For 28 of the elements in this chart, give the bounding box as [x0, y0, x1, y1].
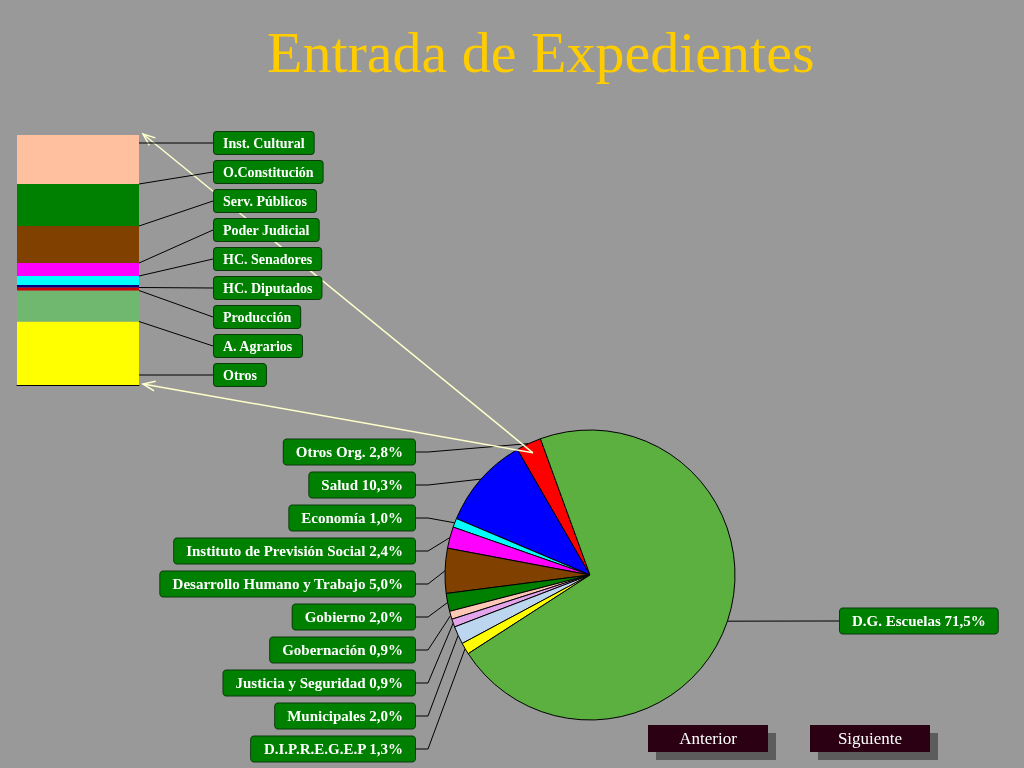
- bar: [17, 226, 139, 263]
- slice-label: Salud 10,3%: [321, 477, 403, 493]
- slice-label: Desarrollo Humano y Trabajo 5,0%: [172, 576, 403, 592]
- text: Serv. Públicos: [223, 193, 308, 209]
- text: Producción: [223, 309, 292, 325]
- slice-label: Justicia y Seguridad 0,9%: [235, 675, 403, 691]
- bar: [17, 135, 139, 184]
- slice-label: D.I.P.R.E.G.E.P 1,3%: [263, 741, 403, 757]
- slice-label: Instituto de Previsión Social 2,4%: [186, 543, 403, 559]
- bar: [17, 321, 139, 385]
- slice-label: Gobierno 2,0%: [304, 609, 403, 625]
- bar: [17, 290, 139, 322]
- chart-title: Entrada de Expedientes: [267, 19, 815, 85]
- text: HC. Diputados: [223, 280, 314, 296]
- text: O.Constitución: [223, 164, 314, 180]
- slice-label: Gobernación 0,9%: [282, 642, 403, 658]
- text: Inst. Cultural: [223, 135, 305, 151]
- slice-label: D.G. Escuelas 71,5%: [852, 613, 986, 629]
- slice-label: Economía 1,0%: [301, 510, 403, 526]
- slice-label: Municipales 2,0%: [287, 708, 403, 724]
- text: HC. Senadores: [223, 251, 313, 267]
- text: Otros: [223, 367, 258, 383]
- bar: [17, 263, 139, 276]
- bar: [17, 276, 139, 285]
- text: A. Agrarios: [223, 338, 293, 354]
- slice-label: Otros Org. 2,8%: [295, 444, 403, 460]
- text: Poder Judicial: [223, 222, 310, 238]
- bar: [17, 184, 139, 226]
